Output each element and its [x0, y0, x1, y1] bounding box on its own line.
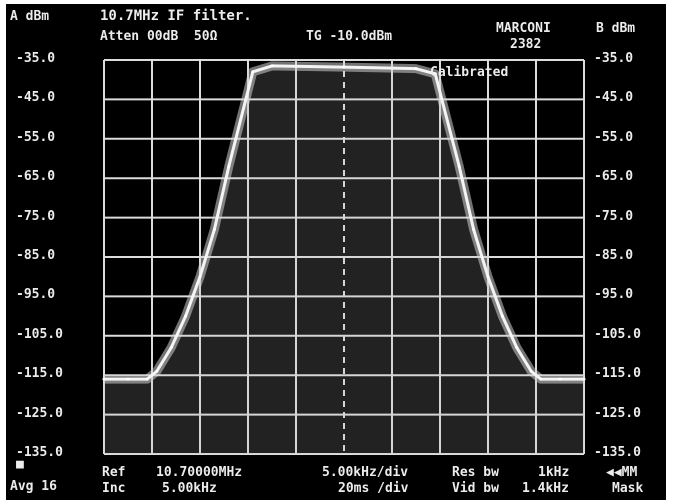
y-tick-label-right: -105.0 — [594, 326, 641, 342]
y-tick-label-left: -35.0 — [16, 51, 56, 66]
y-tick-label-left: -45.0 — [16, 90, 56, 106]
trace-point — [145, 377, 149, 381]
calibrated-status: Calibrated — [430, 65, 509, 80]
trace-point — [539, 377, 543, 381]
mask-mode-label: Mask — [612, 481, 644, 496]
channel-a-unit: A dBm — [10, 9, 50, 24]
trace-point — [500, 314, 504, 318]
y-tick-label-left: -125.0 — [16, 405, 63, 421]
analyzer-screen: A dBm 10.7MHz IF filter. MARCONI B dBm A… — [6, 4, 666, 500]
trace-point — [169, 346, 173, 350]
trace-point — [251, 70, 255, 74]
brand-label: MARCONI — [496, 21, 551, 36]
trace-point — [433, 72, 437, 76]
trace-point — [184, 314, 188, 318]
y-tick-label-left: -65.0 — [16, 169, 56, 185]
mode-indicator: ◀◀MM — [606, 465, 638, 480]
trace-point — [102, 377, 106, 381]
y-tick-label-left: -105.0 — [16, 326, 63, 342]
y-tick-label-left: -75.0 — [16, 208, 56, 224]
y-tick-label-left: -135.0 — [16, 445, 63, 460]
y-tick-label-right: -35.0 — [594, 51, 634, 66]
y-tick-label-right: -75.0 — [594, 208, 634, 224]
y-tick-label-right: -85.0 — [594, 248, 634, 263]
channel-b-unit: B dBm — [596, 21, 636, 36]
y-tick-label-right: -55.0 — [594, 129, 634, 145]
ref-frequency: 10.70000MHz — [156, 465, 243, 480]
trace-point — [472, 227, 476, 231]
y-tick-label-right: -115.0 — [594, 366, 641, 382]
inc-value: 5.00kHz — [162, 481, 217, 496]
trace-point — [515, 346, 519, 350]
trace-skirt-fill — [104, 65, 584, 454]
marker-indicator: ■ — [16, 457, 24, 472]
y-tick-label-left: -55.0 — [16, 129, 56, 145]
span-per-division: 5.00kHz/div — [322, 465, 409, 480]
trace-point — [558, 377, 562, 381]
trace-plot — [102, 59, 586, 455]
y-tick-label-right: -95.0 — [594, 287, 634, 303]
y-tick-label-left: -95.0 — [16, 287, 56, 303]
vid-bw-value: 1.4kHz — [522, 481, 569, 496]
inc-label: Inc — [102, 481, 126, 496]
trace-point — [198, 275, 202, 279]
trace-point — [457, 164, 461, 168]
y-tick-label-right: -135.0 — [594, 445, 641, 460]
atten-readout: Atten 00dB 50Ω — [100, 29, 218, 44]
model-label: 2382 — [510, 37, 542, 52]
res-bw-label: Res bw — [452, 465, 499, 480]
y-tick-label-right: -125.0 — [594, 405, 641, 421]
time-per-division: 20ms /div — [338, 481, 409, 496]
trace-point — [414, 67, 418, 71]
average-readout: Avg 16 — [10, 479, 57, 494]
trace-point — [227, 164, 231, 168]
y-tick-label-right: -65.0 — [594, 169, 634, 185]
y-tick-label-right: -45.0 — [594, 90, 634, 106]
trace-point — [270, 64, 274, 68]
tracking-generator-readout: TG -10.0dBm — [306, 29, 393, 44]
y-tick-label-left: -85.0 — [16, 248, 56, 263]
trace-point — [486, 275, 490, 279]
res-bw-value: 1kHz — [538, 465, 570, 480]
trace-point — [582, 377, 586, 381]
trace-point — [155, 369, 159, 373]
trace-point — [212, 227, 216, 231]
ref-label: Ref — [102, 465, 126, 480]
trace-title: 10.7MHz IF filter. — [100, 8, 252, 24]
trace-point — [126, 377, 130, 381]
y-tick-label-left: -115.0 — [16, 366, 63, 382]
trace-point — [342, 65, 346, 69]
trace-point — [529, 369, 533, 373]
vid-bw-label: Vid bw — [452, 481, 499, 496]
